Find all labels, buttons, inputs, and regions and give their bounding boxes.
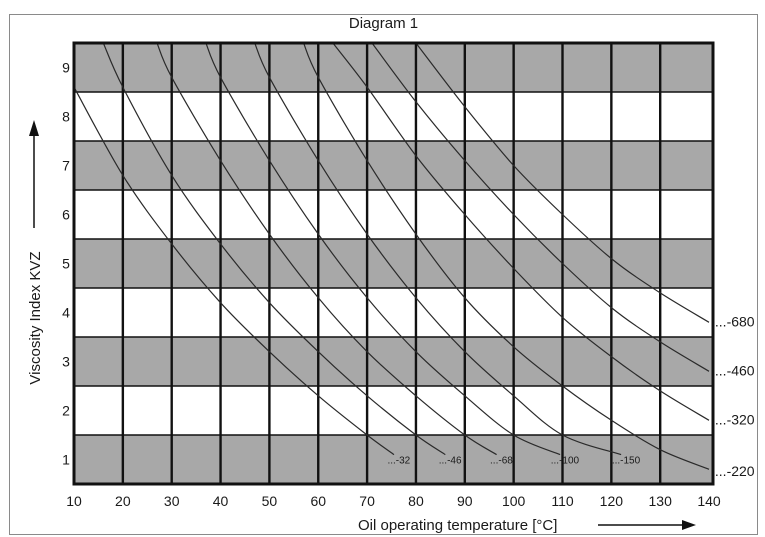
y-axis-arrow-head bbox=[29, 120, 39, 136]
band-row-7 bbox=[74, 141, 713, 190]
curve-line-0 bbox=[74, 86, 395, 456]
y-axis-label-group: Viscosity Index KVZ bbox=[27, 120, 44, 385]
curve-line-2 bbox=[156, 43, 497, 456]
y-tick-label-1: 1 bbox=[62, 452, 70, 468]
curve-label-4: ...-150 bbox=[612, 456, 641, 467]
curve-label-2: ...-68 bbox=[490, 456, 513, 467]
viscosity-curves bbox=[74, 43, 710, 470]
x-tick-labels: 10 20 30 40 50 60 70 80 90 100 110 120 130 140 bbox=[66, 493, 721, 509]
curve-line-1 bbox=[102, 43, 446, 456]
y-tick-label-6: 6 bbox=[62, 207, 70, 223]
x-tick-label-140: 140 bbox=[697, 493, 721, 509]
band-row-9 bbox=[74, 43, 713, 92]
horizontal-bands bbox=[74, 43, 713, 484]
band-row-6 bbox=[74, 190, 713, 239]
x-tick-label-80: 80 bbox=[408, 493, 424, 509]
x-axis-label: Oil operating temperature [°C] bbox=[358, 517, 557, 534]
curve-line-6 bbox=[332, 43, 710, 421]
y-tick-labels: 1 2 3 4 5 6 7 8 9 bbox=[62, 60, 70, 468]
grid-lines bbox=[74, 43, 713, 484]
curve-label-0: ...-32 bbox=[387, 456, 410, 467]
x-axis-label-group: Oil operating temperature [°C] bbox=[358, 517, 696, 534]
y-axis-label: Viscosity Index KVZ bbox=[27, 251, 44, 384]
x-tick-label-70: 70 bbox=[359, 493, 375, 509]
y-tick-label-2: 2 bbox=[62, 403, 70, 419]
band-row-8 bbox=[74, 92, 713, 141]
y-tick-label-3: 3 bbox=[62, 354, 70, 370]
x-tick-label-10: 10 bbox=[66, 493, 82, 509]
band-row-3 bbox=[74, 337, 713, 386]
x-tick-label-90: 90 bbox=[457, 493, 473, 509]
y-tick-label-4: 4 bbox=[62, 305, 70, 321]
plot-border bbox=[72, 41, 715, 486]
x-tick-label-40: 40 bbox=[213, 493, 229, 509]
x-tick-label-60: 60 bbox=[310, 493, 326, 509]
curve-line-3 bbox=[205, 43, 561, 456]
y-tick-label-8: 8 bbox=[62, 109, 70, 125]
curve-label-7: ...-460 bbox=[715, 362, 755, 378]
x-tick-label-30: 30 bbox=[164, 493, 180, 509]
x-tick-label-100: 100 bbox=[502, 493, 526, 509]
band-row-5 bbox=[74, 239, 713, 288]
y-tick-label-9: 9 bbox=[62, 60, 70, 76]
x-axis-arrow-head bbox=[682, 520, 696, 530]
y-tick-label-5: 5 bbox=[62, 256, 70, 272]
curve-label-8: ...-680 bbox=[715, 313, 755, 329]
curve-label-6: ...-320 bbox=[715, 411, 755, 427]
x-tick-label-120: 120 bbox=[600, 493, 624, 509]
curve-label-1: ...-46 bbox=[439, 456, 462, 467]
curve-labels: ...-32 ...-46 ...-68 ...-100 ...-150 ...-220.… bbox=[387, 313, 754, 478]
band-row-2 bbox=[74, 386, 713, 435]
y-tick-label-7: 7 bbox=[62, 158, 70, 174]
chart-title: Diagram 1 bbox=[348, 15, 419, 32]
figure-frame bbox=[9, 14, 758, 535]
curve-line-7 bbox=[371, 43, 710, 372]
curve-line-4 bbox=[254, 43, 622, 456]
curve-line-8 bbox=[415, 43, 710, 323]
x-tick-label-130: 130 bbox=[649, 493, 673, 509]
curve-label-5: ...-220 bbox=[715, 463, 755, 479]
x-tick-label-110: 110 bbox=[551, 493, 574, 509]
curve-line-5 bbox=[303, 43, 710, 470]
curve-label-3: ...-100 bbox=[551, 456, 580, 467]
x-tick-label-50: 50 bbox=[262, 493, 278, 509]
band-row-1 bbox=[74, 435, 713, 484]
x-tick-label-20: 20 bbox=[115, 493, 131, 509]
